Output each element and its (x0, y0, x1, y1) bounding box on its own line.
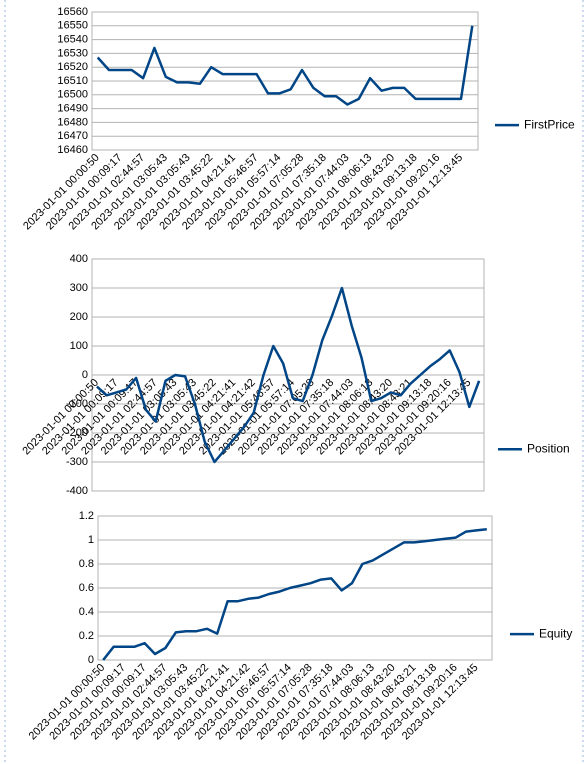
legend-label: Equity (539, 626, 572, 640)
y-tick-label: 1 (88, 534, 94, 546)
legend-label: FirstPrice (524, 117, 575, 131)
y-tick-label: -300 (66, 456, 88, 468)
y-tick-label: 16560 (57, 6, 88, 18)
y-tick-label: 0.2 (79, 630, 94, 642)
y-tick-label: 200 (70, 311, 88, 323)
y-tick-label: 16490 (57, 103, 88, 115)
y-tick-label: -200 (66, 427, 88, 439)
y-tick-label: 300 (70, 282, 88, 294)
y-tick-label: 400 (70, 253, 88, 265)
plot-frame (91, 11, 479, 151)
y-tick-label: -400 (66, 485, 88, 497)
y-tick-label: 16460 (57, 144, 88, 156)
data-line (96, 286, 481, 464)
plot-frame (91, 258, 485, 492)
y-tick-label: 16480 (57, 116, 88, 128)
y-tick-label: 0.6 (79, 582, 94, 594)
y-tick-label: 0.8 (79, 558, 94, 570)
data-line (96, 25, 474, 106)
y-tick-label: 16540 (57, 34, 88, 46)
y-tick-label: 16530 (57, 47, 88, 59)
y-tick-label: 0 (82, 369, 88, 381)
y-tick-label: 16520 (57, 61, 88, 73)
y-tick-label: 1.2 (79, 510, 94, 522)
y-tick-label: 16470 (57, 130, 88, 142)
y-tick-label: 0.4 (79, 606, 94, 618)
plot-frame (97, 515, 493, 661)
legend-label: Position (527, 441, 570, 455)
y-tick-label: 16550 (57, 20, 88, 32)
y-tick-label: -100 (66, 398, 88, 410)
y-tick-label: 16500 (57, 89, 88, 101)
y-tick-label: 100 (70, 340, 88, 352)
y-tick-label: 0 (88, 654, 94, 666)
y-tick-label: 16510 (57, 75, 88, 87)
data-line (102, 527, 487, 661)
